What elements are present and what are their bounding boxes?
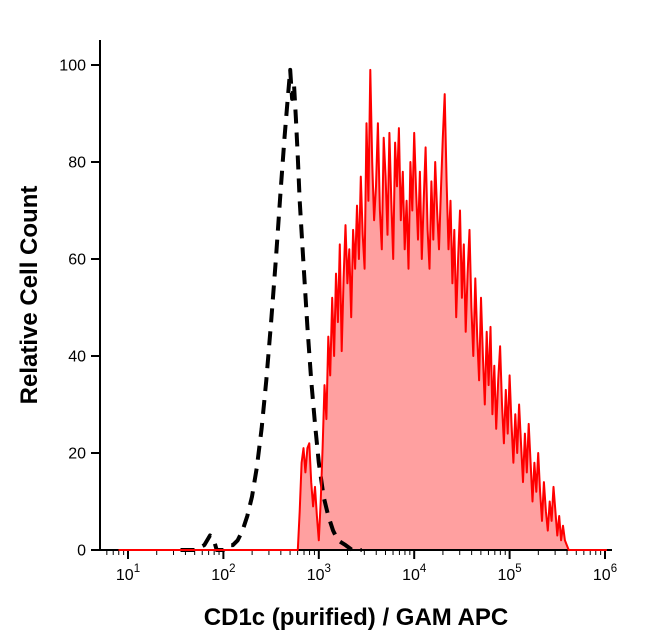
svg-text:100: 100 [59,58,86,75]
svg-text:102: 102 [211,563,235,584]
svg-text:105: 105 [497,563,521,584]
svg-text:101: 101 [116,563,140,584]
svg-text:0: 0 [77,543,86,560]
svg-text:20: 20 [68,446,86,463]
svg-text:106: 106 [593,563,617,584]
y-axis-label: Relative Cell Count [16,185,43,405]
x-axis-label: CD1c (purified) / GAM APC [203,604,509,631]
svg-text:60: 60 [68,252,86,269]
svg-text:80: 80 [68,155,86,172]
svg-text:40: 40 [68,349,86,366]
svg-text:104: 104 [402,563,427,584]
svg-text:103: 103 [307,563,331,584]
